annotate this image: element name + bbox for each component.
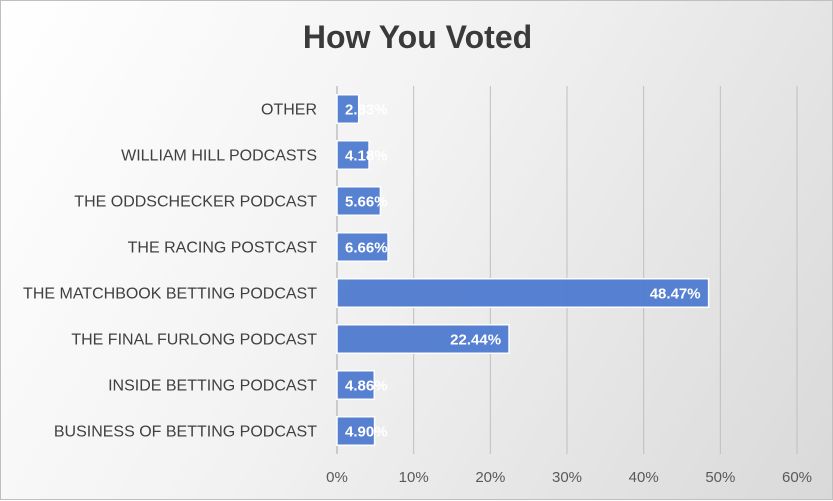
category-label: BUSINESS OF BETTING PODCAST bbox=[54, 424, 317, 441]
x-tick-label: 50% bbox=[705, 469, 735, 486]
data-label: 6.66% bbox=[345, 240, 388, 257]
x-tick-label: 30% bbox=[552, 469, 582, 486]
data-label: 5.66% bbox=[345, 194, 388, 211]
x-tick-label: 0% bbox=[326, 469, 348, 486]
bar bbox=[336, 369, 376, 401]
category-label: THE FINAL FURLONG PODCAST bbox=[71, 332, 317, 349]
data-label: 4.90% bbox=[345, 424, 388, 441]
bar bbox=[336, 185, 382, 217]
bar bbox=[336, 139, 370, 171]
category-label: THE RACING POSTCAST bbox=[128, 240, 318, 257]
bar bbox=[336, 93, 360, 125]
data-label: 22.44% bbox=[450, 332, 501, 349]
data-label: 4.18% bbox=[345, 148, 388, 165]
chart-title: How You Voted bbox=[302, 19, 533, 55]
bar bbox=[336, 231, 389, 263]
x-tick-label: 20% bbox=[475, 469, 505, 486]
category-label: THE ODDSCHECKER PODCAST bbox=[74, 194, 317, 211]
bar bbox=[336, 323, 510, 355]
x-tick-label: 60% bbox=[782, 469, 812, 486]
category-label: WILLIAM HILL PODCASTS bbox=[121, 148, 317, 165]
bar bbox=[336, 277, 710, 309]
category-label: OTHER bbox=[261, 102, 317, 119]
data-label: 4.86% bbox=[345, 378, 388, 395]
category-label: INSIDE BETTING PODCAST bbox=[108, 378, 317, 395]
x-tick-label: 40% bbox=[629, 469, 659, 486]
x-tick-label: 10% bbox=[399, 469, 429, 486]
data-label: 48.47% bbox=[650, 286, 701, 303]
data-label: 2.83% bbox=[345, 102, 388, 119]
category-label: THE MATCHBOOK BETTING PODCAST bbox=[23, 286, 317, 303]
bar bbox=[336, 415, 376, 447]
